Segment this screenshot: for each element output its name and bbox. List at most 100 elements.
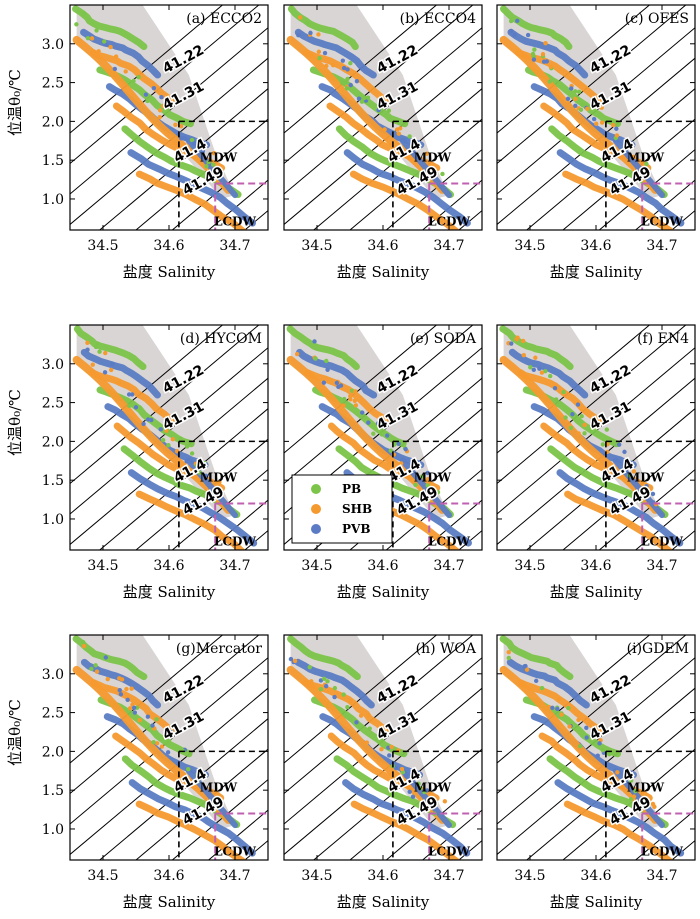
y-tick-label: 1.0 [42,822,64,838]
scatter-point [161,736,166,742]
scatter-point [188,468,194,473]
mdw-label: MDW [200,471,238,485]
scatter-point [559,712,564,717]
pvb-tail [185,457,238,519]
scatter-point [610,122,616,128]
scatter-point [342,396,347,402]
scatter-point [305,20,310,26]
scatter-point [379,432,385,437]
scatter-point [604,427,610,432]
scatter-point [540,52,546,57]
scatter-point [85,347,90,352]
scatter-point [137,405,143,410]
scatter-point [591,116,597,122]
scatter-point [126,392,132,397]
scatter-point [386,108,392,113]
scatter-point [89,666,94,672]
scatter-point [345,67,350,72]
scatter-point [341,65,347,71]
lcdw-label: LCDW [214,534,256,548]
isopycnal-line [208,179,268,230]
scatter-point [568,425,574,431]
scatter-point [407,789,412,794]
isopycnal-line [284,687,482,856]
x-tick-label: 34.5 [514,238,545,254]
scatter-point [573,96,578,102]
scatter-point [165,750,171,755]
pvb-tail [612,137,665,199]
scatter-point [569,86,574,91]
isopycnal-line [171,778,268,860]
y-tick-label: 2.5 [42,706,64,722]
mdw-label: MDW [414,781,452,795]
scatter-point [211,162,216,167]
scatter-point [80,639,86,645]
scatter-point [323,683,329,689]
scatter-point [103,655,108,660]
scatter-point [81,643,87,649]
scatter-point [556,696,561,702]
scatter-point [318,678,324,683]
scatter-point [532,47,537,52]
isopycnal-line [171,468,268,550]
water-streak [135,170,248,230]
legend-box [291,474,393,544]
pvb-tail [612,767,665,829]
scatter-point [627,473,632,478]
mdw-label: MDW [627,471,665,485]
scatter-point [552,385,558,391]
isopycnal-line [385,778,482,860]
scatter-point [182,135,187,141]
x-tick-label: 34.7 [219,238,250,254]
x-tick-label: 34.6 [153,868,184,884]
scatter-point [382,127,387,132]
y-axis-label: 位温θ₀/℃ [6,69,24,136]
scatter-point [110,361,115,367]
scatter-point [316,49,322,54]
scatter-point [543,368,548,374]
scatter-point [113,54,119,59]
scatter-point [332,694,337,700]
scatter-point [119,677,125,682]
shb-band [72,35,233,194]
scatter-point [131,705,137,710]
scatter-point [309,679,314,684]
scatter-point [160,437,166,443]
isopycnal-line [598,778,695,860]
lcdw-label: LCDW [641,844,683,858]
isopycnal-line [598,468,695,550]
scatter-point [294,351,300,357]
panel-title: (d) HYCOM [180,331,262,347]
legend-marker-pb [311,484,321,494]
scatter-point [85,35,91,41]
scatter-point [212,491,218,497]
scatter-point [189,137,195,143]
scatter-point [189,451,195,456]
scatter-point [166,738,172,743]
scatter-point [580,102,585,108]
scatter-point [365,95,371,100]
scatter-point [588,427,593,433]
x-axis-label: 盐度 Salinity [123,263,216,281]
scatter-point [579,414,584,419]
scatter-point [533,355,538,360]
scatter-point [150,723,155,728]
scatter-point [108,44,113,50]
scatter-point [348,699,353,704]
scatter-point [348,393,353,399]
scatter-point [537,366,542,371]
scatter-point [288,656,294,662]
shb-band [499,355,660,514]
scatter-point [89,36,95,41]
scatter-point [334,380,340,386]
scatter-point [151,85,157,91]
lcdw-label: LCDW [214,214,256,228]
water-streak [342,779,471,857]
scatter-point [202,460,207,466]
scatter-point [366,713,371,718]
scatter-point [204,164,209,169]
mdw-label: MDW [627,151,665,165]
